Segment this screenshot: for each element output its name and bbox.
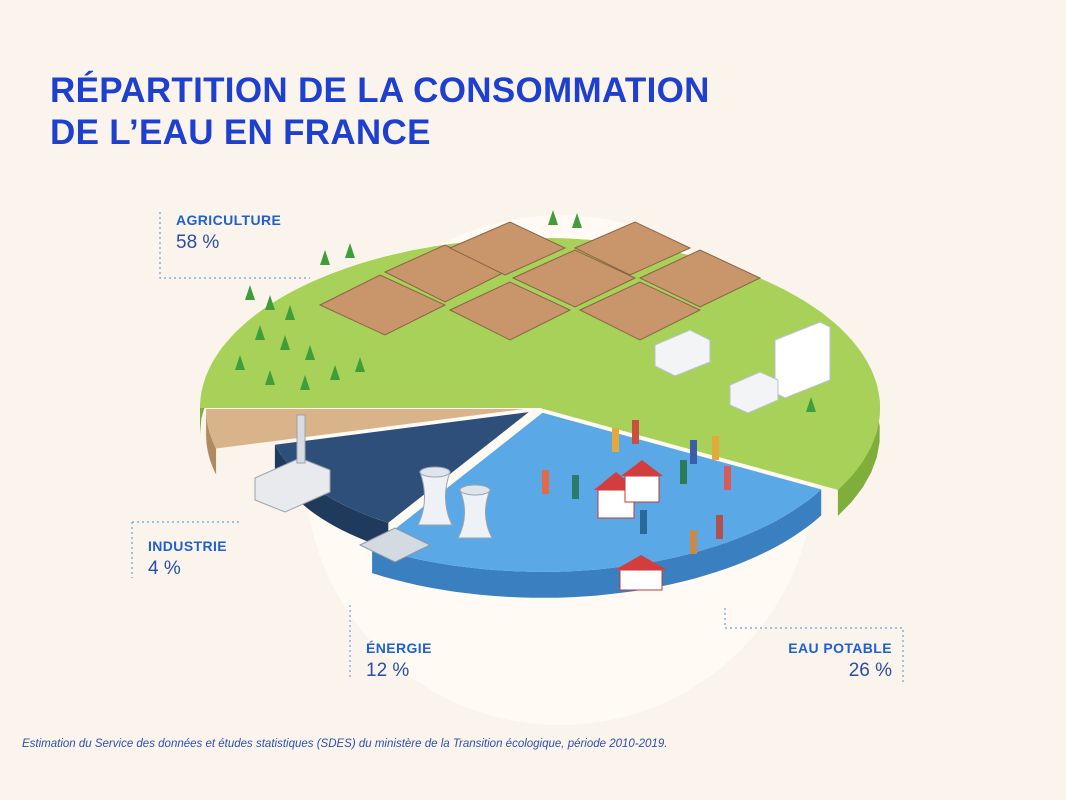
person (712, 436, 719, 460)
tree (330, 365, 340, 380)
label-agriculture: AGRICULTURE 58 % (176, 212, 281, 254)
cooling-tower-2-top (459, 484, 491, 496)
tree (235, 355, 245, 370)
power-plant (358, 466, 493, 563)
label-energie: ÉNERGIE 12 % (366, 640, 432, 682)
farm-truck-2 (729, 371, 779, 414)
leader-lines (131, 212, 904, 684)
tree (285, 305, 295, 320)
person (632, 420, 639, 444)
house-wall (624, 475, 660, 503)
slice-label: AGRICULTURE (176, 212, 282, 228)
field-6 (573, 221, 692, 276)
tree (355, 357, 365, 372)
person (716, 515, 723, 539)
person (542, 470, 549, 494)
person (572, 475, 579, 499)
page-title: RÉPARTITION DE LA CONSOMMATION DE L’EAU … (50, 70, 710, 154)
pie-slice-industrie (206, 409, 525, 449)
factory (254, 414, 331, 513)
people (542, 420, 731, 554)
leader-line-agriculture (159, 212, 310, 279)
cooling-tower-1-top (419, 466, 451, 478)
person (690, 440, 697, 464)
slice-value: 12 % (366, 660, 410, 681)
label-industrie: INDUSTRIE 4 % (148, 538, 227, 580)
slice-value: 58 % (176, 232, 220, 253)
slice-label: INDUSTRIE (148, 538, 228, 554)
tree (245, 285, 255, 300)
title-line-1: RÉPARTITION DE LA CONSOMMATION (50, 71, 710, 110)
factory-chimney (296, 414, 306, 464)
house-roof (621, 460, 663, 476)
house-roof (615, 555, 667, 570)
slice-side-industrie (206, 409, 217, 475)
person (690, 530, 697, 554)
slice-side-énergie (274, 444, 389, 549)
leader-line-industrie (131, 521, 240, 578)
person (680, 460, 687, 484)
tree (320, 250, 330, 265)
tree (265, 370, 275, 385)
tree (806, 397, 816, 412)
field-5 (511, 249, 637, 308)
farm-building (654, 321, 831, 414)
houses (594, 460, 667, 591)
field-7 (578, 281, 702, 341)
label-eau-potable: EAU POTABLE 26 % (740, 640, 892, 682)
tree (345, 243, 355, 258)
pie-slice-énergie (274, 412, 529, 523)
slice-side-eau-potable (372, 489, 822, 598)
leader-line-eau-potable (724, 608, 904, 684)
field-8 (638, 249, 762, 308)
person (724, 466, 731, 490)
slice-value: 4 % (148, 558, 181, 579)
tree (305, 345, 315, 360)
slice-label: ÉNERGIE (366, 640, 432, 656)
house-wall (619, 569, 663, 591)
crop-fields (318, 221, 762, 341)
trees (235, 210, 816, 412)
source-footnote: Estimation du Service des données et étu… (22, 738, 668, 750)
farm-truck (654, 329, 711, 377)
tree (280, 335, 290, 350)
field-4 (448, 281, 572, 341)
cooling-tower-1 (417, 471, 453, 526)
field-3 (448, 221, 567, 276)
tree (548, 210, 558, 225)
cooling-tower-2 (457, 489, 493, 539)
plant-building (358, 527, 432, 563)
tree (572, 213, 582, 228)
field-1 (318, 274, 447, 336)
person (612, 428, 619, 452)
person (640, 510, 647, 534)
illustration-details (235, 210, 831, 591)
slice-value: 26 % (848, 660, 892, 681)
title-line-2: DE L’EAU EN FRANCE (50, 113, 431, 152)
tree (265, 295, 275, 310)
slice-label: EAU POTABLE (788, 640, 892, 656)
tree (255, 325, 265, 340)
tree (300, 375, 310, 390)
